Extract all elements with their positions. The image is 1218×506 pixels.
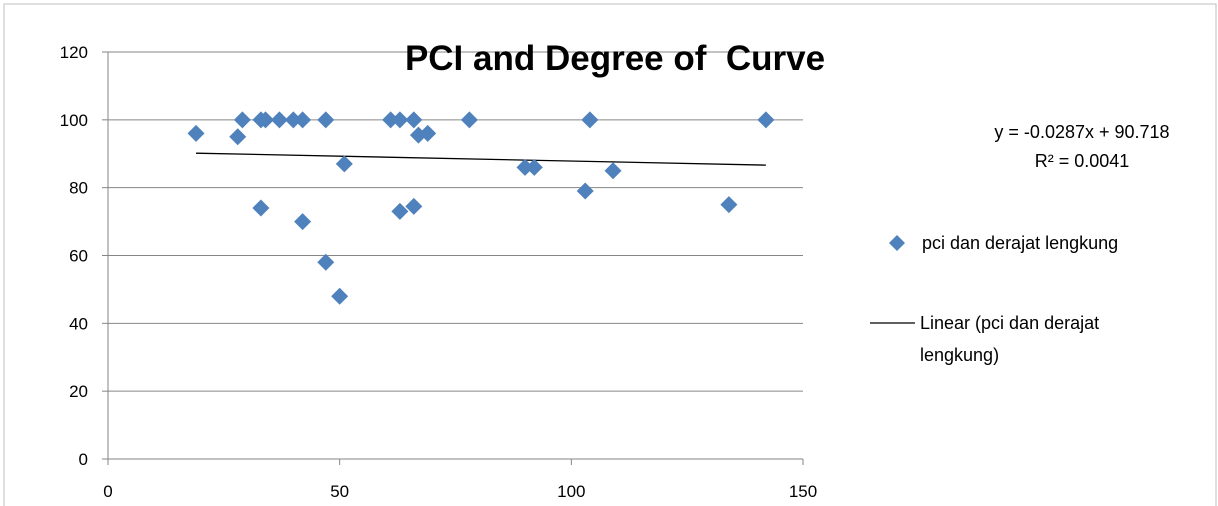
y-tick-label-20: 20 [69, 382, 88, 401]
trendline-r-squared: R² = 0.0041 [1035, 151, 1130, 171]
data-point-0-22 [516, 158, 534, 176]
data-point-0-3 [252, 199, 270, 217]
data-point-0-17 [405, 197, 423, 215]
legend-label-trendline-line2: lengkung) [920, 345, 999, 365]
data-point-0-25 [581, 111, 599, 129]
x-tick-label-0: 0 [103, 482, 112, 501]
data-point-0-1 [229, 128, 247, 146]
data-point-0-21 [460, 111, 478, 129]
data-points [187, 111, 775, 305]
data-point-0-6 [270, 111, 288, 129]
data-point-0-20 [419, 124, 437, 142]
y-tick-labels: 0 20 40 60 80 100 120 [60, 43, 88, 469]
data-point-0-11 [317, 111, 335, 129]
data-point-0-5 [257, 111, 275, 129]
legend-diamond-marker [889, 235, 905, 251]
data-point-0-23 [525, 158, 543, 176]
y-tick-label-100: 100 [60, 111, 88, 130]
trendline [196, 152, 766, 166]
legend: pci dan derajat lengkung Linear (pci dan… [870, 233, 1118, 365]
data-point-0-7 [284, 111, 302, 129]
data-point-0-27 [720, 196, 738, 214]
axes [102, 51, 804, 465]
trendline-group [196, 152, 766, 166]
data-point-0-18 [405, 111, 423, 129]
data-point-0-8 [294, 213, 312, 231]
data-point-0-12 [331, 287, 349, 305]
x-tick-label-50: 50 [330, 482, 349, 501]
data-point-0-24 [576, 182, 594, 200]
data-point-0-14 [382, 111, 400, 129]
legend-label-trendline-line1: Linear (pci dan derajat [920, 313, 1099, 333]
chart-title: PCI and Degree of Curve [405, 39, 825, 78]
trendline-equation: y = -0.0287x + 90.718 [994, 122, 1169, 142]
data-point-0-15 [391, 202, 409, 220]
data-point-0-0 [187, 124, 205, 142]
data-point-0-9 [294, 111, 312, 129]
data-point-0-28 [757, 111, 775, 129]
legend-label-series: pci dan derajat lengkung [922, 233, 1118, 253]
data-point-0-2 [233, 111, 251, 129]
data-point-0-10 [317, 253, 335, 271]
data-point-0-13 [335, 155, 353, 173]
y-tick-label-60: 60 [69, 247, 88, 266]
x-tick-labels: 0 50 100 150 [103, 482, 817, 501]
x-tick-label-100: 100 [557, 482, 585, 501]
y-tick-label-80: 80 [69, 179, 88, 198]
gridlines [108, 51, 803, 392]
y-tick-label-0: 0 [79, 450, 88, 469]
data-point-0-26 [604, 162, 622, 180]
x-tick-label-150: 150 [789, 482, 817, 501]
y-tick-label-120: 120 [60, 43, 88, 62]
data-point-0-16 [391, 111, 409, 129]
y-tick-label-40: 40 [69, 314, 88, 333]
